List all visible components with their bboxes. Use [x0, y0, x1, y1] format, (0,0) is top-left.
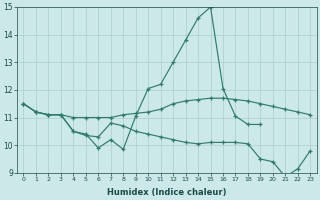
X-axis label: Humidex (Indice chaleur): Humidex (Indice chaleur) — [107, 188, 227, 197]
